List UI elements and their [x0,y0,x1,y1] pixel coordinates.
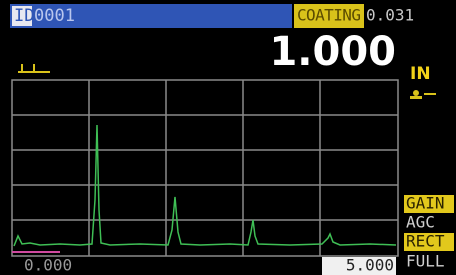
coating-label: COATING [297,6,361,25]
menu-item[interactable]: GAIN [406,194,445,213]
thickness-reading: 1.000 [269,29,396,75]
coating-value: 0.031 [366,6,414,25]
id-label: ID [14,6,34,26]
range-end: 5.000 [346,256,394,275]
range-start: 0.000 [24,256,72,275]
id-value: 0001 [34,6,75,26]
device-screen: ID 0001 COATING 0.031 1.000 IN GAIN AGC … [0,0,456,275]
menu-item[interactable]: FULL [406,252,445,271]
unit-label: IN [410,64,431,84]
menu-item[interactable]: AGC [406,213,435,232]
menu-item[interactable]: RECT [406,232,445,251]
